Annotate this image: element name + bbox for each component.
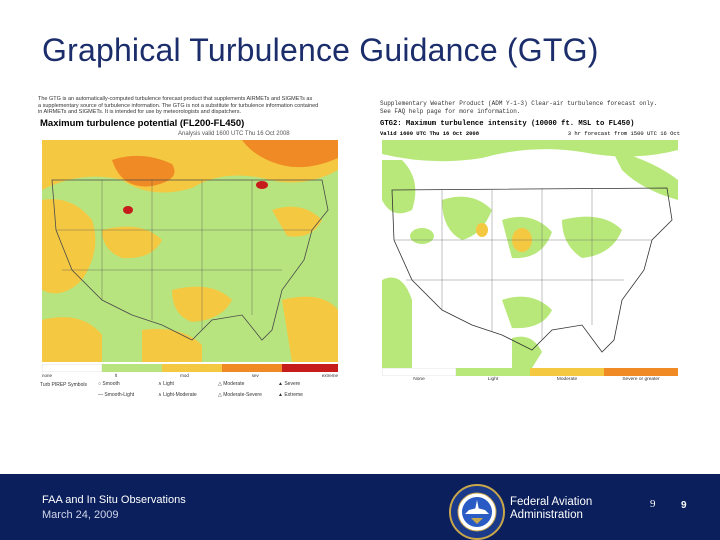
left-legend-none: none bbox=[42, 373, 53, 378]
agency-line-2: Administration bbox=[510, 509, 583, 521]
pirep-smooth-label: Smooth bbox=[102, 381, 120, 387]
right-map-forecast: 3 hr forecast from 1500 UTC 16 Oct bbox=[567, 130, 680, 137]
right-map-caption: Supplementary Weather Product (ADM Y-1-3… bbox=[380, 100, 657, 116]
pirep-light-moderate-label: Light-Moderate bbox=[163, 392, 197, 398]
pirep-moderate-severe-label: Moderate-Severe bbox=[223, 392, 262, 398]
footer-title: FAA and In Situ Observations bbox=[42, 494, 186, 506]
right-legend-none: None bbox=[413, 377, 425, 382]
pirep-smooth-light: — Smooth-Light bbox=[98, 392, 135, 398]
right-map-legend-bar bbox=[382, 368, 678, 376]
left-legend-light: lt bbox=[114, 373, 118, 378]
slide-title: Graphical Turbulence Guidance (GTG) bbox=[42, 32, 599, 68]
left-legend-extreme: extreme bbox=[321, 373, 338, 378]
left-map-subheading: Analysis valid 1600 UTC Thu 16 Oct 2008 bbox=[178, 131, 290, 137]
agency-line-1: Federal Aviation bbox=[510, 496, 593, 508]
footer-caption: FAA and In Situ Observations March 24, 2… bbox=[42, 493, 186, 523]
left-caption-line-2: a supplementary source of turbulence inf… bbox=[38, 102, 319, 109]
left-turbulence-panel: The GTG is an automatically-computed tur… bbox=[38, 96, 344, 410]
right-map-valid-row: Valid 1600 UTC Thu 16 Oct 2008 3 hr fore… bbox=[380, 130, 680, 137]
right-legend-light: Light bbox=[487, 377, 499, 382]
left-turbulence-map bbox=[42, 140, 338, 362]
page-number-bold: 9 bbox=[681, 500, 687, 511]
pirep-severe: ▲ Severe bbox=[278, 381, 301, 387]
left-caption-line-1: The GTG is an automatically-computed tur… bbox=[38, 96, 313, 102]
left-map-legend-bar bbox=[42, 364, 338, 372]
pirep-moderate-severe: △ Moderate-Severe bbox=[218, 392, 262, 398]
pirep-light-moderate: ∧ Light-Moderate bbox=[158, 392, 197, 398]
right-legend-labels: None Light Moderate Severe or greater bbox=[382, 377, 678, 382]
pirep-extreme-label: Extreme bbox=[284, 392, 303, 398]
left-legend-moderate: mod bbox=[180, 373, 189, 378]
pirep-moderate-label: Moderate bbox=[223, 381, 245, 387]
right-legend-severe: Severe or greater bbox=[622, 377, 660, 382]
pirep-extreme: ▲ Extreme bbox=[278, 392, 303, 398]
right-caption-line-2: See FAQ help page for more information. bbox=[380, 108, 521, 115]
left-legend-severe: sev bbox=[251, 373, 259, 378]
left-legend-labels: none lt mod sev extreme bbox=[42, 373, 338, 378]
pirep-light-label: Light bbox=[163, 381, 174, 387]
left-caption-line-3: in AIRMETs and SIGMETs. It is intended f… bbox=[38, 109, 241, 115]
right-turbulence-panel: Supplementary Weather Product (ADM Y-1-3… bbox=[380, 96, 680, 386]
pirep-symbol-grid: ○ Smooth ∧ Light △ Moderate ▲ Severe — S… bbox=[98, 381, 338, 398]
right-turbulence-map bbox=[382, 140, 678, 368]
right-caption-line-1: Supplementary Weather Product (ADM Y-1-3… bbox=[380, 100, 658, 107]
pirep-light: ∧ Light bbox=[158, 381, 174, 387]
right-map-heading: GTG2: Maximum turbulence intensity (1000… bbox=[380, 120, 635, 128]
slide-footer bbox=[0, 474, 720, 540]
pirep-smooth-light-label: Smooth-Light bbox=[104, 392, 135, 398]
left-map-caption: The GTG is an automatically-computed tur… bbox=[38, 96, 344, 116]
footer-date: March 24, 2009 bbox=[42, 509, 119, 521]
faa-seal-icon bbox=[449, 484, 505, 540]
page-number: 9 bbox=[650, 498, 656, 510]
pirep-severe-label: Severe bbox=[284, 381, 301, 387]
agency-name: Federal Aviation Administration bbox=[510, 496, 592, 522]
right-legend-moderate: Moderate bbox=[556, 377, 578, 382]
pirep-symbols-label: Turb PIREP Symbols bbox=[40, 382, 87, 388]
pirep-moderate: △ Moderate bbox=[218, 381, 245, 387]
right-map-valid: Valid 1600 UTC Thu 16 Oct 2008 bbox=[380, 130, 480, 137]
pirep-smooth: ○ Smooth bbox=[98, 381, 120, 387]
left-map-heading: Maximum turbulence potential (FL200-FL45… bbox=[40, 118, 245, 129]
